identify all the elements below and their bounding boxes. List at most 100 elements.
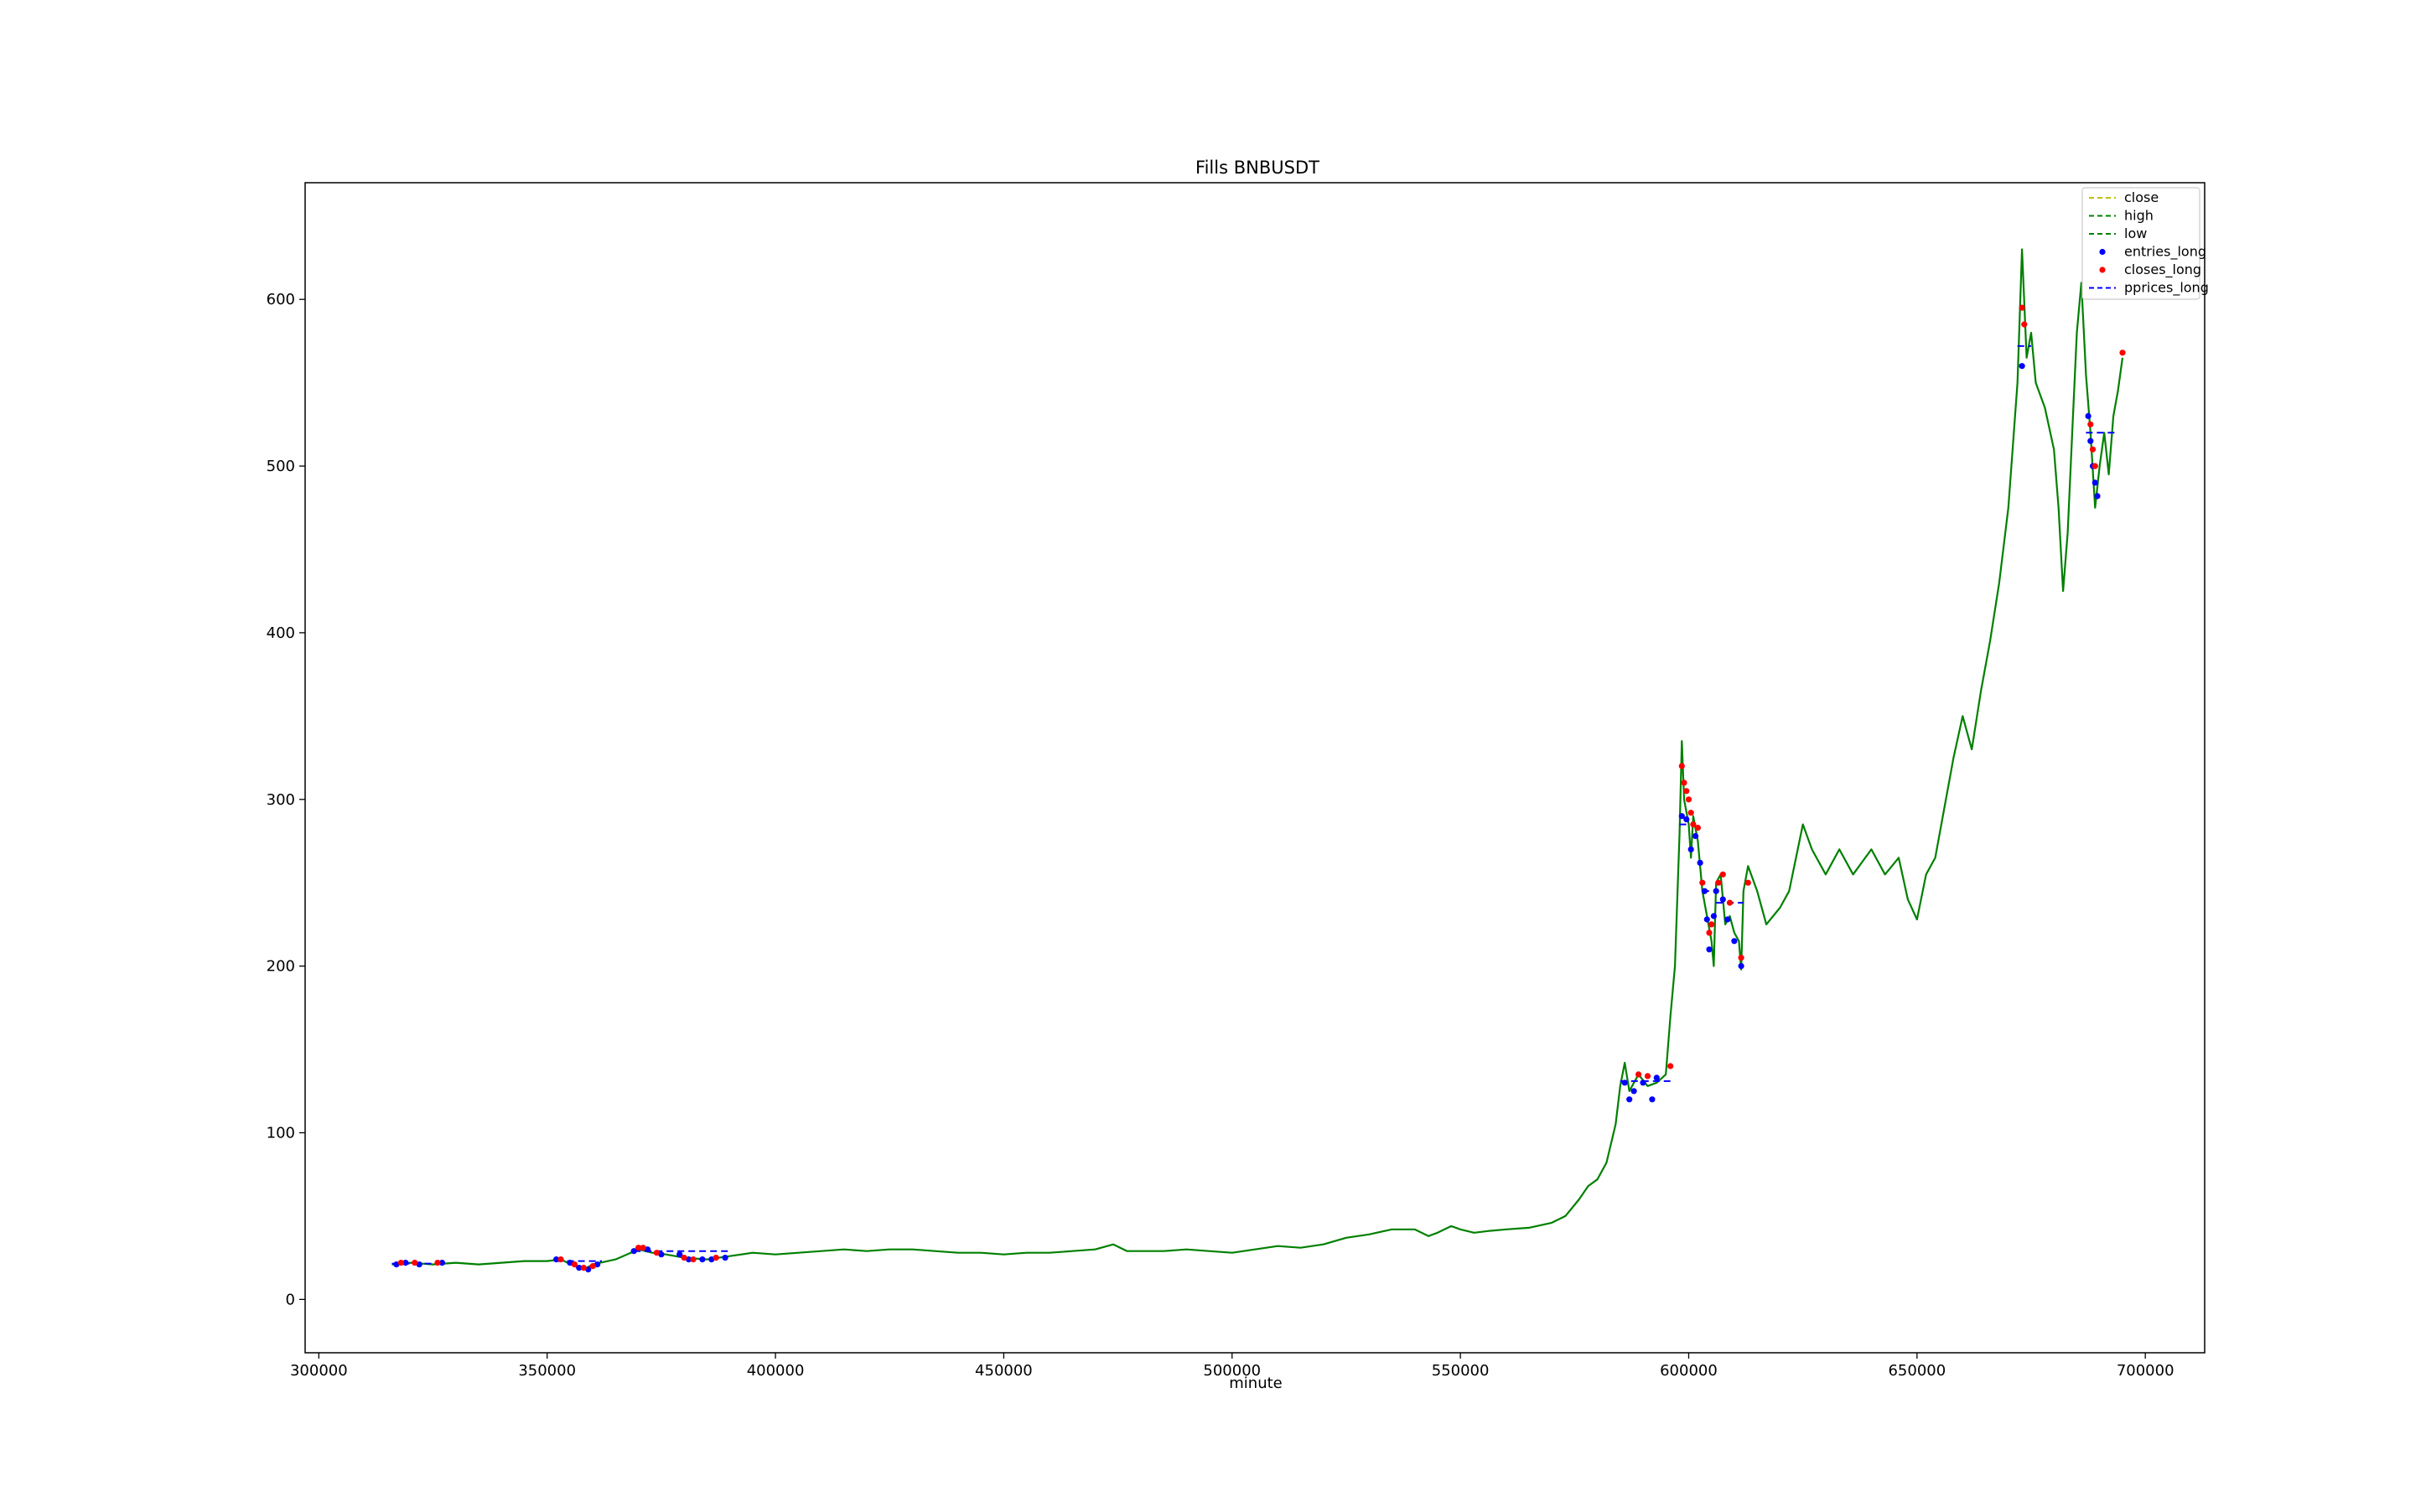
legend-item: closes_long (2099, 261, 2201, 278)
close-point (2087, 421, 2094, 427)
x-tick-label: 650000 (1888, 1362, 1946, 1380)
close-point (397, 1260, 404, 1266)
close-point (2019, 304, 2025, 311)
entry-point (1621, 1080, 1628, 1086)
close-point (1699, 879, 1706, 886)
close-point (1681, 779, 1687, 786)
entry-point (699, 1256, 706, 1263)
x-tick-label: 300000 (290, 1362, 348, 1380)
entry-point (1683, 816, 1690, 823)
entry-point (1724, 916, 1731, 923)
series-line-close (391, 248, 2124, 1271)
entry-point (1703, 916, 1710, 923)
close-point (1719, 871, 1726, 878)
close-point (1708, 921, 1715, 928)
legend-label: closes_long (2124, 261, 2201, 278)
close-point (1744, 879, 1751, 886)
close-point (434, 1260, 441, 1266)
legend-marker (2099, 248, 2106, 256)
entry-point (576, 1265, 583, 1271)
y-tick-label: 200 (267, 958, 295, 976)
x-tick-label: 350000 (518, 1362, 576, 1380)
y-tick-label: 400 (267, 624, 295, 642)
close-point (412, 1260, 418, 1266)
entry-point (1653, 1074, 1660, 1081)
legend-label: entries_long (2124, 244, 2206, 261)
entry-point (2087, 438, 2094, 444)
close-point (1635, 1071, 1642, 1078)
entry-point (676, 1251, 683, 1258)
x-axis-label: minute (1229, 1375, 1282, 1392)
close-point (2089, 446, 2097, 453)
close-point (1738, 955, 1744, 961)
close-point (1667, 1063, 1674, 1069)
x-tick-label: 700000 (2117, 1362, 2174, 1380)
close-point (713, 1255, 719, 1261)
entry-point (402, 1260, 409, 1266)
close-point (681, 1255, 687, 1261)
entry-point (630, 1248, 637, 1255)
legend-label: low (2124, 225, 2147, 241)
entry-point (2091, 479, 2098, 486)
legend-label: pprices_long (2124, 280, 2209, 297)
entry-point (2085, 412, 2091, 419)
close-point (635, 1245, 642, 1251)
plot-frame (304, 182, 2206, 1354)
close-point (1678, 763, 1685, 769)
entry-point (644, 1246, 651, 1253)
entry-point (658, 1251, 665, 1258)
y-tick-label: 500 (267, 458, 295, 475)
close-point (1694, 825, 1701, 831)
close-point (1690, 821, 1697, 828)
entry-point (722, 1255, 728, 1261)
legend-item: entries_long (2099, 244, 2206, 261)
close-point (571, 1261, 578, 1268)
chart-title: Fills BNBUSDT (1195, 158, 1319, 178)
close-point (1644, 1073, 1651, 1080)
legend-marker (2099, 267, 2106, 273)
x-tick-label: 600000 (1660, 1362, 1718, 1380)
y-tick-label: 100 (267, 1125, 295, 1142)
entry-point (2094, 493, 2101, 500)
entry-point (553, 1256, 560, 1263)
entry-point (1731, 938, 1738, 945)
entry-point (1701, 888, 1708, 894)
entry-point (1738, 963, 1744, 970)
close-point (580, 1265, 587, 1271)
close-point (1687, 810, 1694, 816)
close-point (1726, 899, 1734, 906)
y-axis-ticks: 0 100 200 300 400 500 600 (267, 291, 305, 1308)
legend-item: low (2089, 225, 2147, 241)
y-tick-label: 300 (267, 791, 295, 809)
entry-point (594, 1261, 601, 1268)
y-tick-label: 600 (267, 291, 295, 308)
entry-point (708, 1256, 715, 1263)
x-tick-label: 550000 (1432, 1362, 1490, 1380)
entry-point (686, 1256, 692, 1263)
entry-point (2019, 363, 2025, 370)
entry-point (393, 1261, 400, 1268)
entry-point (1710, 913, 1717, 919)
entry-point (1630, 1088, 1637, 1095)
y-tick-label: 0 (286, 1291, 295, 1308)
entry-point (1687, 846, 1694, 853)
close-point (2021, 321, 2028, 328)
close-point (557, 1256, 564, 1263)
legend-box (2081, 187, 2200, 300)
entry-point (1678, 813, 1685, 820)
entry-point (416, 1261, 422, 1268)
legend-item: high (2089, 208, 2154, 224)
close-point (1715, 879, 1722, 886)
close-point (1683, 788, 1690, 795)
legend-item: pprices_long (2089, 280, 2209, 297)
legend-label: close (2124, 189, 2159, 205)
entry-point (567, 1260, 573, 1266)
close-point (653, 1250, 661, 1256)
close-point (1685, 796, 1692, 803)
close-point (2119, 350, 2126, 356)
plot-marks (391, 248, 2126, 1273)
close-point (640, 1245, 646, 1251)
